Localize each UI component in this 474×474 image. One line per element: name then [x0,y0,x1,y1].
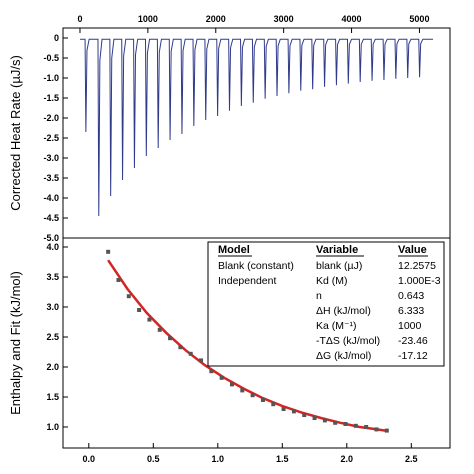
table-row-variable: Ka (M⁻¹) [316,320,357,332]
top-y-axis-label: Corrected Heat Rate (µJ/s) [8,55,23,211]
data-point [364,425,369,429]
table-row-value: 12.2575 [398,260,436,272]
data-point [126,294,131,299]
heat-trace-line [79,38,434,217]
table-row-value: 1000 [398,320,422,332]
raw-heat-trace [79,38,434,217]
data-point [291,409,296,414]
data-point [333,420,338,425]
top-y-tick-label: -4.0 [43,193,59,203]
top-x-tick-label: 2000 [206,14,226,24]
table-row-variable: ΔG (kJ/mol) [316,350,371,362]
bottom-x-tick-label: 2.0 [341,454,354,464]
data-point [147,317,152,322]
table-row-model: Independent [218,275,276,287]
table-row-value: 1.000E-3 [398,275,441,287]
top-x-tick-label: 4000 [342,14,362,24]
bottom-y-tick-label: 3.0 [46,302,59,312]
table-row-value: 0.643 [398,290,424,302]
top-x-tick-label: 5000 [409,14,429,24]
data-point [168,336,173,341]
data-point [322,418,327,423]
top-y-tick-label: -1.0 [43,73,59,83]
table-header-value: Value [398,244,427,256]
data-point [374,427,379,432]
data-point [209,369,214,374]
table-row-variable: ΔH (kJ/mol) [316,305,371,317]
table-row-value: -17.12 [398,350,428,362]
top-x-tick-label: 0 [77,14,82,24]
data-point [260,398,265,402]
top-y-tick-label: -3.0 [43,153,59,163]
top-panel-frame [62,27,451,239]
top-panel-axes: 0 1000 2000 3000 4000 5000 0 -0.5 -1.0 -1.5 -2.0 -2… [43,14,429,243]
data-point [106,249,111,254]
bottom-panel-axes: 0.0 0.5 1.0 1.5 2.0 2.5 1.0 1.5 2.0 2.5 3.0 3.5 4.0 [46,242,417,464]
data-point [157,327,162,332]
data-point [250,393,255,398]
top-y-tick-label: -1.5 [43,93,59,103]
data-point [219,375,224,380]
top-y-tick-label: -2.5 [43,133,59,143]
top-y-tick-label: -2.0 [43,113,59,123]
bottom-x-tick-label: 0.0 [83,454,96,464]
bottom-x-tick-label: 1.0 [212,454,225,464]
data-point [178,345,183,350]
table-row-model: Blank (constant) [218,260,294,272]
bottom-y-tick-label: 4.0 [46,242,59,252]
bottom-y-axis-label: Enthalpy and Fit (kJ/mol) [8,271,23,415]
data-point [188,351,193,356]
bottom-x-tick-label: 2.5 [405,454,418,464]
top-y-tick-label: -4.5 [43,213,59,223]
results-table: Model Variable Value Blank (constant) bl… [207,241,445,367]
data-point [229,382,234,387]
table-header-model: Model [218,244,250,256]
bottom-y-tick-label: 3.5 [46,272,59,282]
bottom-x-tick-label: 1.5 [276,454,289,464]
table-row-value: 6.333 [398,305,424,317]
enthalpy-points [106,249,389,433]
top-x-tick-label: 3000 [274,14,294,24]
top-y-tick-label: -0.5 [43,53,59,63]
top-y-tick-label: -3.5 [43,173,59,183]
results-table-box [207,241,445,367]
data-point [137,308,142,312]
bottom-y-tick-label: 1.5 [46,392,59,402]
data-point [384,428,389,433]
table-row-variable: blank (µJ) [316,260,362,272]
top-y-tick-label: -5.0 [43,233,59,243]
data-point [302,413,307,417]
bottom-y-tick-label: 2.5 [46,332,59,342]
data-point [353,423,358,428]
data-point [343,422,348,426]
data-point [199,358,204,363]
table-row-variable: n [316,290,322,302]
data-point [271,402,276,407]
table-row-value: -23.46 [398,335,428,347]
data-point [240,388,245,393]
top-y-tick-label: 0 [54,33,59,43]
table-row-variable: -TΔS (kJ/mol) [316,335,380,347]
data-point [312,416,317,420]
bottom-y-tick-label: 2.0 [46,362,59,372]
bottom-y-tick-label: 1.0 [46,422,59,432]
data-point [281,407,286,411]
table-header-variable: Variable [316,244,358,256]
bottom-panel-frame [62,237,451,449]
top-x-tick-label: 1000 [138,14,158,24]
table-row-variable: Kd (M) [316,275,348,287]
data-point [116,278,121,282]
bottom-x-tick-label: 0.5 [147,454,160,464]
